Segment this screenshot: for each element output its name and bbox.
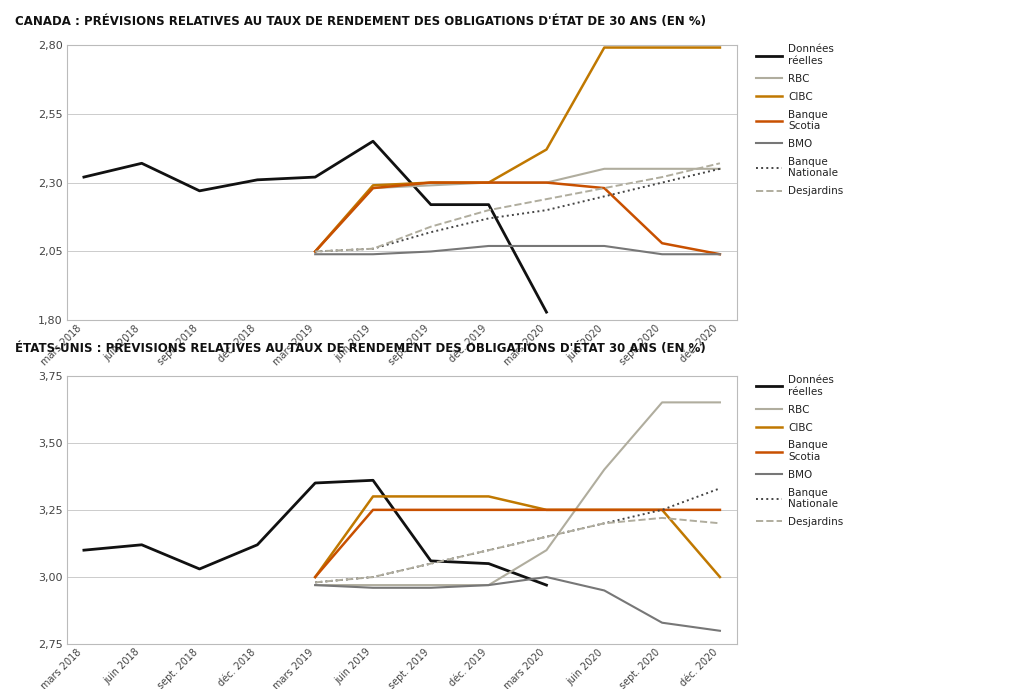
Legend: Données
réelles, RBC, CIBC, Banque
Scotia, BMO, Banque
Nationale, Desjardins: Données réelles, RBC, CIBC, Banque Scoti… — [756, 45, 844, 196]
Text: ÉTATS-UNIS : PRÉVISIONS RELATIVES AU TAUX DE RENDEMENT DES OBLIGATIONS D'ÉTAT 30: ÉTATS-UNIS : PRÉVISIONS RELATIVES AU TAU… — [15, 342, 707, 356]
Text: CANADA : PRÉVISIONS RELATIVES AU TAUX DE RENDEMENT DES OBLIGATIONS D'ÉTAT DE 30 : CANADA : PRÉVISIONS RELATIVES AU TAUX DE… — [15, 15, 707, 28]
Legend: Données
réelles, RBC, CIBC, Banque
Scotia, BMO, Banque
Nationale, Desjardins: Données réelles, RBC, CIBC, Banque Scoti… — [756, 376, 844, 527]
